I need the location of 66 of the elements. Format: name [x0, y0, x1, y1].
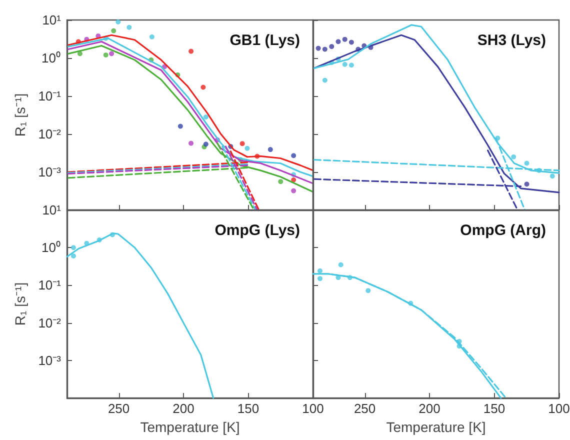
- x-axis-title: Temperature [K]: [386, 418, 486, 435]
- point: [316, 46, 321, 51]
- y-tick-label: 10⁰: [42, 240, 61, 256]
- point: [278, 179, 284, 184]
- text: SH3 (Lys): [477, 32, 546, 49]
- y-tick-label: 10⁻³: [38, 352, 62, 368]
- point: [342, 62, 348, 67]
- point: [103, 52, 108, 58]
- y-tick-label: 10⁻²: [38, 126, 62, 142]
- point: [268, 147, 273, 152]
- point: [116, 19, 121, 24]
- point: [200, 84, 206, 90]
- point: [291, 188, 296, 194]
- y-tick-label: 10¹: [42, 202, 62, 218]
- x-tick-label: 150: [237, 401, 260, 416]
- point: [244, 146, 250, 151]
- point: [317, 276, 322, 282]
- line-series: [66, 232, 214, 399]
- x-tick-label: 100: [302, 401, 324, 416]
- point: [291, 177, 296, 182]
- point: [70, 245, 76, 250]
- y-tick-label: 10⁻¹: [38, 278, 62, 293]
- point: [322, 78, 328, 83]
- point: [126, 24, 132, 30]
- x-tick-label: 150: [483, 401, 506, 416]
- point: [70, 253, 76, 258]
- point: [511, 154, 516, 160]
- point: [178, 124, 183, 129]
- point: [149, 34, 154, 40]
- y-axis-title: R₁ [s⁻¹]: [12, 93, 28, 137]
- point: [342, 36, 348, 42]
- point: [111, 28, 116, 34]
- point: [203, 142, 208, 147]
- point: [240, 141, 245, 146]
- x-axis-title: Temperature [K]: [140, 418, 240, 435]
- point: [77, 51, 82, 56]
- y-tick-label: 10¹: [42, 12, 62, 28]
- point: [291, 153, 296, 158]
- point: [348, 62, 354, 68]
- point: [550, 174, 555, 179]
- x-tick-label: 200: [172, 401, 194, 416]
- text: GB1 (Lys): [230, 32, 300, 49]
- point: [524, 182, 530, 187]
- point: [109, 51, 114, 56]
- point: [366, 288, 371, 294]
- point: [317, 268, 322, 274]
- point: [203, 114, 208, 120]
- point: [322, 46, 328, 52]
- point: [188, 140, 194, 146]
- text: OmpG (Lys): [214, 222, 300, 239]
- point: [329, 44, 334, 50]
- x-tick-label: 250: [108, 401, 130, 416]
- y-tick-label: 10⁻¹: [38, 88, 62, 104]
- y-axis-title: R₁ [s⁻¹]: [12, 282, 28, 326]
- point: [348, 40, 354, 45]
- y-tick-label: 10⁻³: [38, 164, 62, 180]
- point: [338, 262, 344, 268]
- y-tick-label: 10⁻²: [38, 315, 62, 330]
- text: OmpG (Arg): [460, 222, 546, 239]
- x-tick-label: 200: [418, 401, 440, 416]
- point: [524, 160, 530, 166]
- x-tick-label: 100: [548, 401, 570, 416]
- point: [188, 48, 194, 54]
- y-tick-label: 10⁰: [42, 50, 61, 66]
- x-tick-label: 250: [354, 401, 376, 416]
- point: [336, 39, 341, 44]
